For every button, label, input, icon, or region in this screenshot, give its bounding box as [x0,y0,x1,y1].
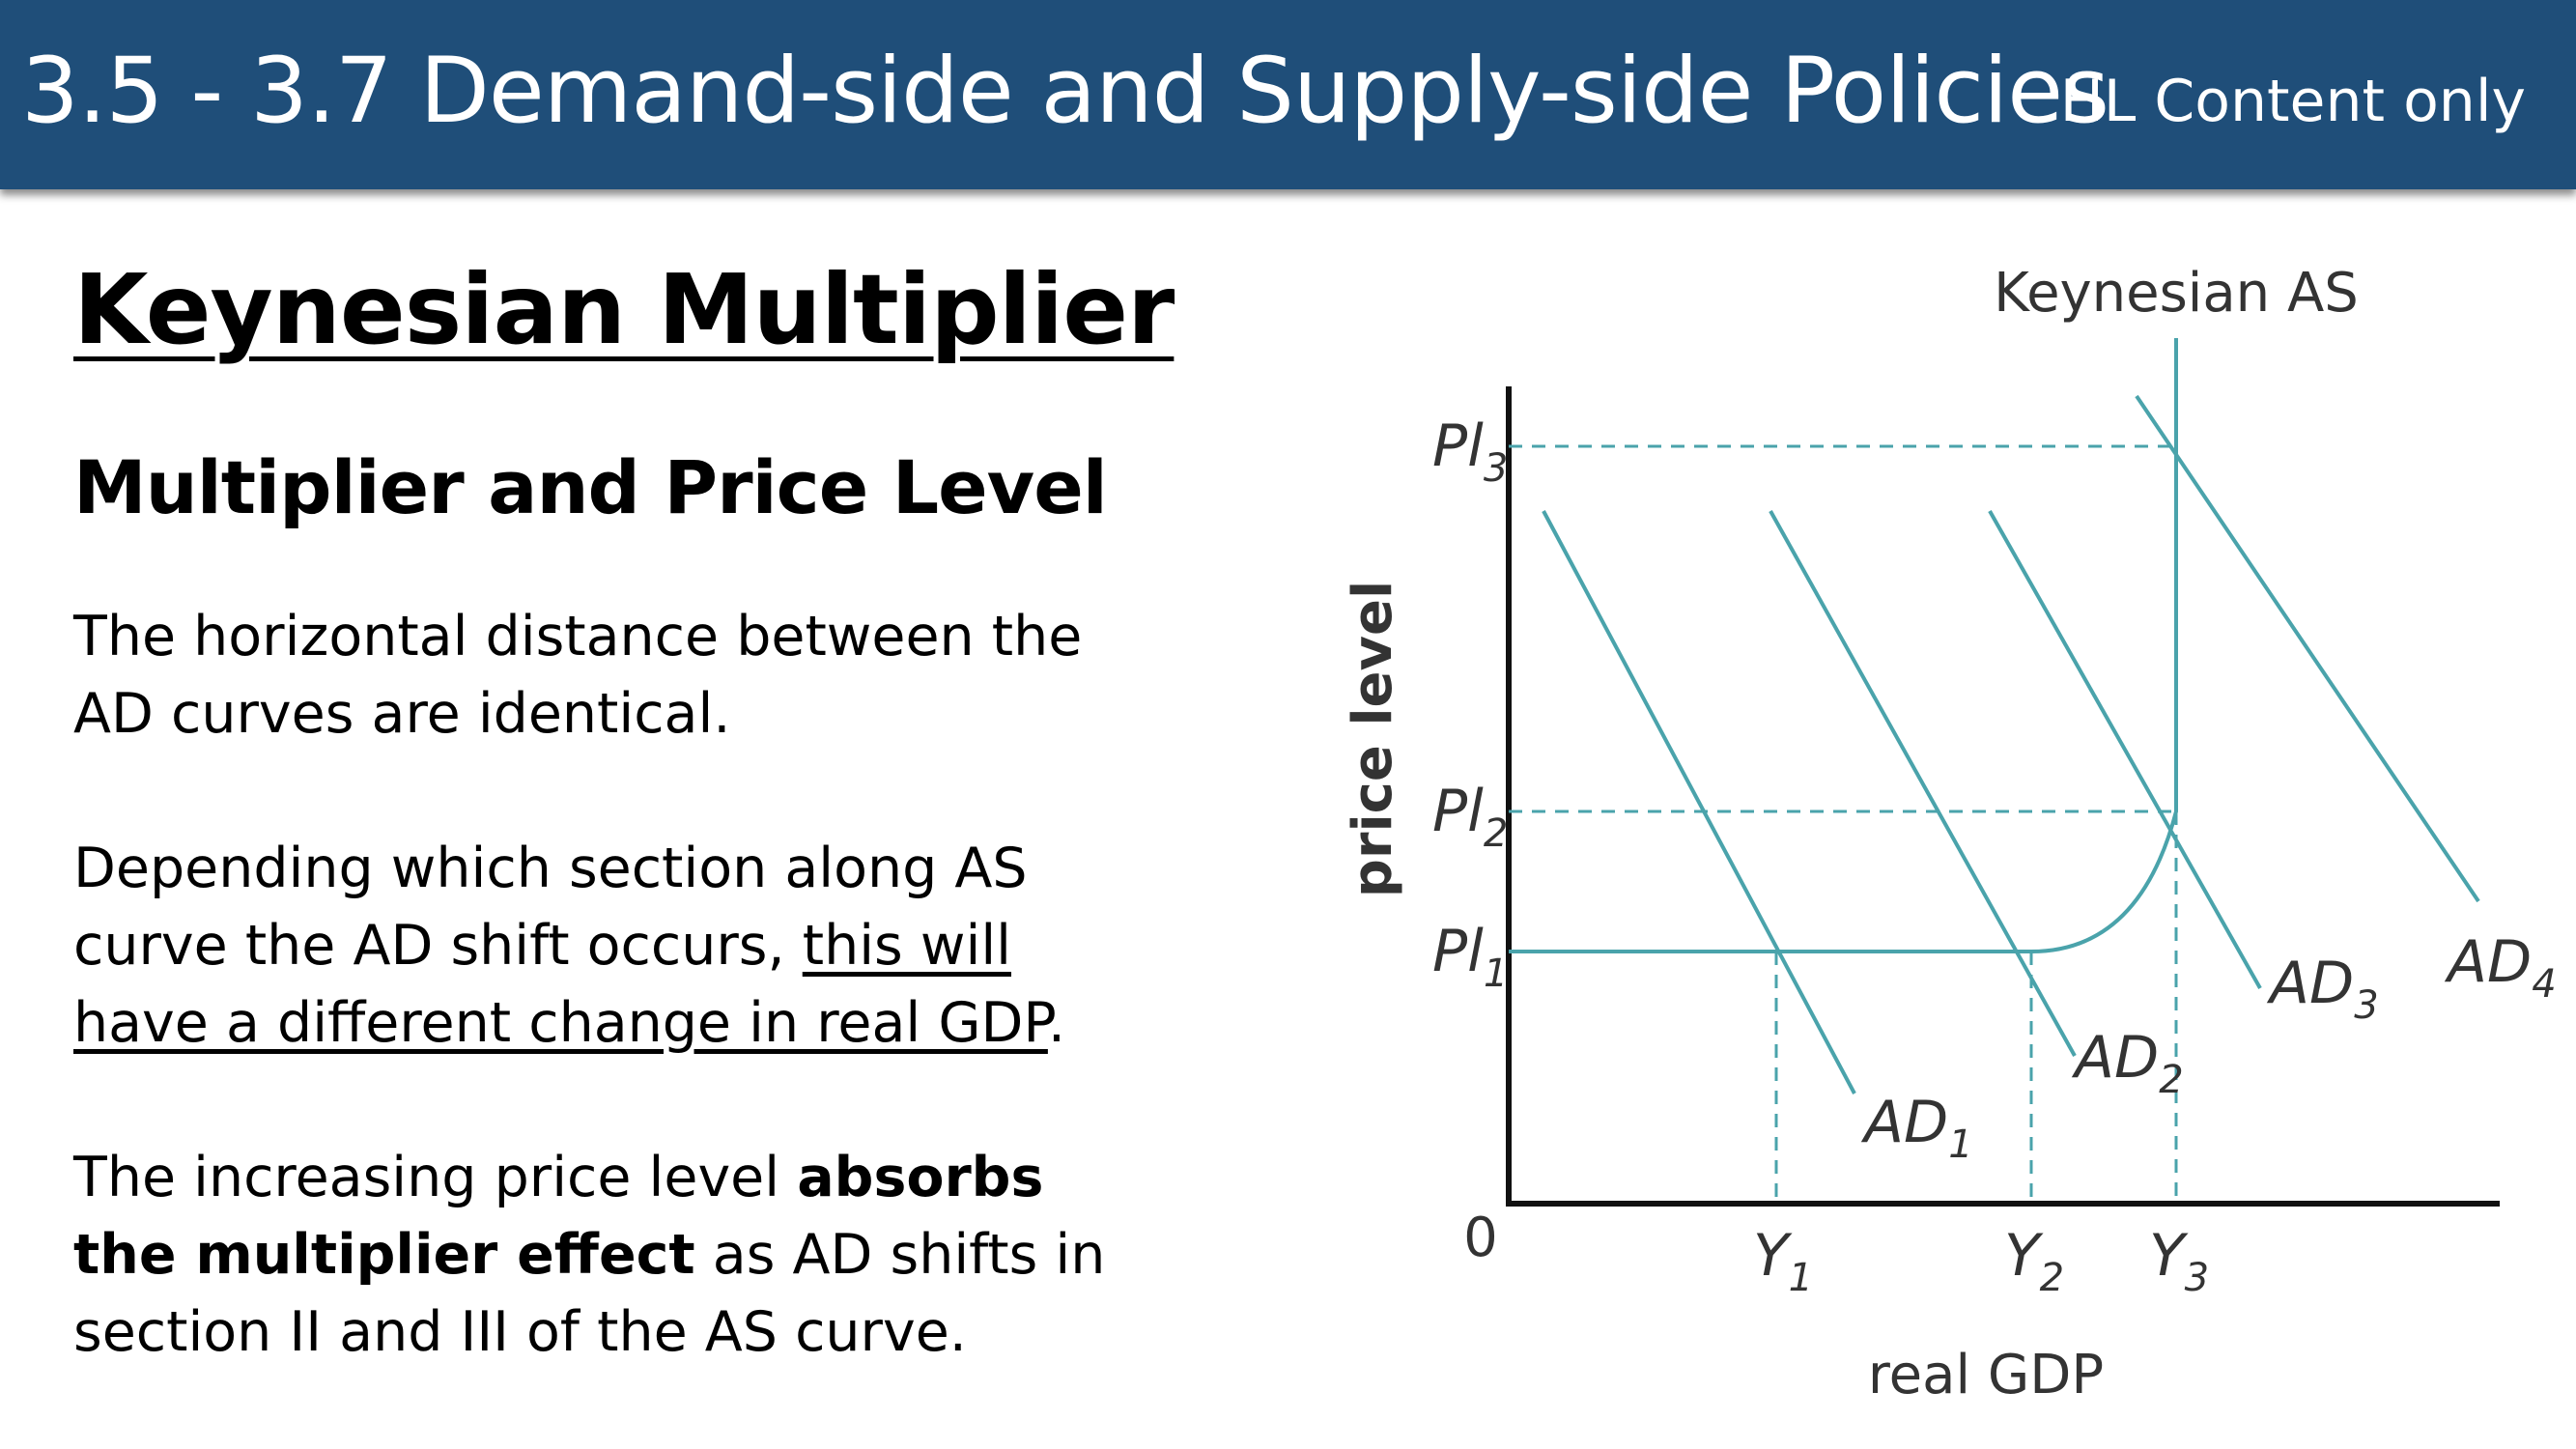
ad4-label: AD4 [2444,928,2557,1007]
p3-end: as AD shifts in section II and III of th… [73,1223,1106,1364]
keynesian-as-curve [1509,338,2178,953]
p3-text: The increasing price level [73,1146,798,1209]
p3-bold-text: absorbs the multiplier effect [73,1146,1044,1287]
paragraph-as-section: Depending which section along AS curve t… [73,830,1155,1062]
paragraph-price-absorbs: The increasing price level absorbs the m… [73,1139,1155,1371]
ad2-label: AD2 [2071,1024,2184,1102]
paragraph-identical-distance: The horizontal distance between the AD c… [73,605,1083,746]
ad3-label: AD3 [2266,950,2379,1028]
origin-label: 0 [1463,1207,1498,1269]
ad1-label: AD1 [1860,1089,1973,1167]
p2-end: . [1047,991,1066,1055]
ad3-curve [1988,510,2262,989]
y1-label: Y1 [1753,1222,1813,1300]
pl3-label: Pl3 [1432,412,1508,491]
price-level-axis-label: price level [1342,581,1404,897]
slide-subheading: Multiplier and Price Level [73,444,1108,530]
slide-title: 3.5 - 3.7 Demand-side and Supply-side Po… [21,39,2109,144]
ad4-curve [2135,394,2480,903]
y2-label: Y2 [2004,1222,2064,1300]
p2-text: Depending which section along AS curve t… [73,837,1028,978]
pl2-label: Pl2 [1432,778,1508,856]
ad2-curve [1769,510,2077,1057]
hl-content-tag: HL Content only [2059,68,2526,135]
title-bar: 3.5 - 3.7 Demand-side and Supply-side Po… [0,0,2576,189]
p2-underlined-text: this will have a different change in rea… [73,914,1048,1055]
ad1-curve [1542,510,1856,1094]
y3-label: Y3 [2149,1222,2209,1300]
slide-heading: Keynesian Multiplier [73,253,1175,366]
pl1-label: Pl1 [1432,918,1508,996]
real-gdp-axis-label: real GDP [1868,1344,2104,1406]
keynesian-as-label: Keynesian AS [1994,262,2359,325]
